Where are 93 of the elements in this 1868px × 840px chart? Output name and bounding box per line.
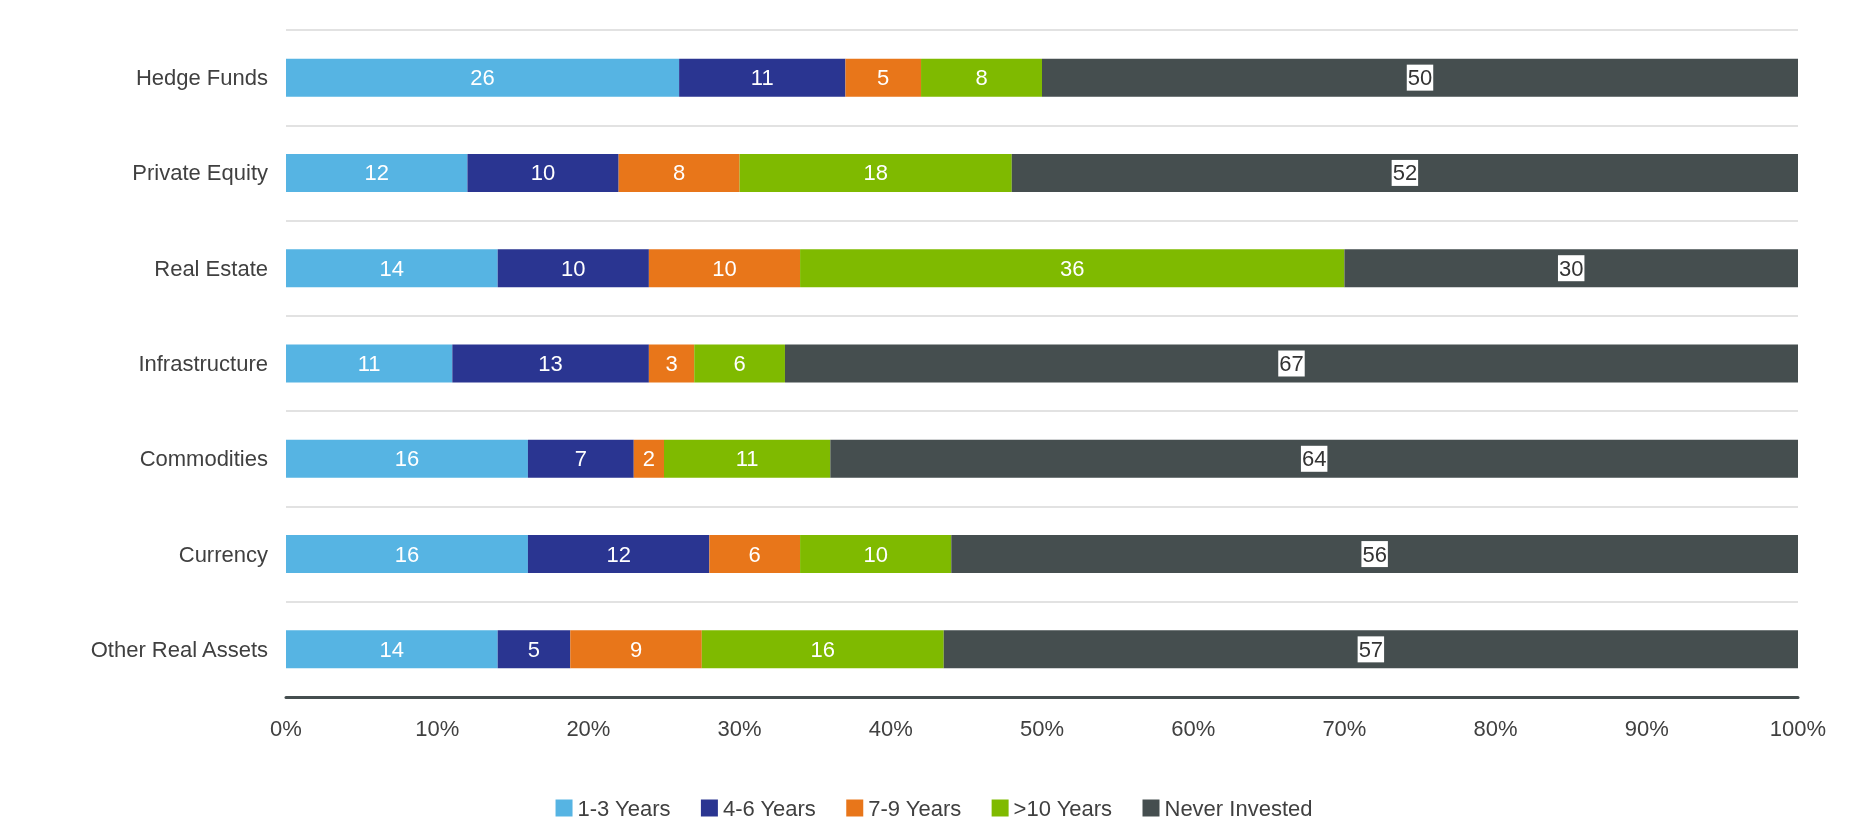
bar <box>694 344 785 383</box>
data-label: 12 <box>606 541 631 567</box>
x-tick-label: 80% <box>1473 715 1518 741</box>
bar <box>497 249 649 288</box>
bar <box>800 535 952 574</box>
data-label: 14 <box>379 255 405 281</box>
x-tick-label: 20% <box>566 715 611 741</box>
data-label: 10 <box>530 160 556 186</box>
data-label: 5 <box>877 65 890 91</box>
data-label: 6 <box>733 351 746 376</box>
legend-label: 1-3 Years <box>577 795 671 821</box>
y-tick-label: Real Estate <box>154 255 268 281</box>
legend-label: 7-9 Years <box>868 795 962 821</box>
data-label: 10 <box>712 255 737 281</box>
bar <box>943 630 1798 669</box>
bar <box>497 630 571 669</box>
bar <box>648 344 695 383</box>
bar <box>467 153 619 192</box>
bar <box>1011 153 1798 192</box>
x-tick-label: 30% <box>717 715 762 741</box>
data-label: 16 <box>394 541 420 567</box>
data-label: 67 <box>1279 351 1304 376</box>
bar <box>739 153 1012 192</box>
y-tick-label: Currency <box>178 541 268 567</box>
data-label: 16 <box>810 636 835 662</box>
data-label: 56 <box>1362 541 1387 567</box>
data-label: 52 <box>1392 160 1418 186</box>
bar <box>286 249 498 288</box>
bar <box>618 153 740 192</box>
x-tick-label: 50% <box>1019 715 1065 741</box>
bar <box>921 58 1042 97</box>
data-label: 10 <box>561 255 586 281</box>
data-label: 16 <box>394 446 420 472</box>
y-tick-label: Private Equity <box>132 160 268 186</box>
bar <box>1344 249 1798 288</box>
data-label: 50 <box>1407 65 1433 91</box>
data-label: 11 <box>357 351 381 376</box>
data-label: 8 <box>672 160 686 186</box>
data-label: 2 <box>642 446 656 472</box>
legend-label: Never Invested <box>1164 795 1313 821</box>
bar <box>286 153 468 192</box>
x-tick-label: 10% <box>415 715 460 741</box>
data-label: 5 <box>527 636 541 662</box>
x-tick-label: 60% <box>1171 715 1216 741</box>
y-tick-label: Other Real Assets <box>90 636 268 662</box>
bar <box>784 344 1798 383</box>
data-label: 11 <box>735 446 759 472</box>
x-tick-label: 100% <box>1769 715 1827 741</box>
data-label: 7 <box>574 446 587 472</box>
bar <box>286 439 528 478</box>
data-label: 12 <box>364 160 389 186</box>
bar <box>286 344 453 383</box>
data-label: 57 <box>1358 636 1384 662</box>
bar <box>664 439 831 478</box>
y-tick-label: Hedge Funds <box>135 65 268 91</box>
data-label: 11 <box>750 65 774 91</box>
bar <box>286 535 528 574</box>
data-label: 10 <box>863 541 888 567</box>
data-label: 9 <box>629 636 643 662</box>
bar <box>633 439 664 478</box>
bar <box>527 439 634 478</box>
bar <box>452 344 649 383</box>
x-tick-label: 0% <box>270 715 302 741</box>
data-label: 30 <box>1558 255 1584 281</box>
bar <box>800 249 1345 288</box>
data-label: 8 <box>975 65 988 91</box>
bar <box>951 535 1798 574</box>
bar <box>830 439 1798 478</box>
data-label: 14 <box>379 636 405 662</box>
data-label: 36 <box>1060 255 1085 281</box>
bar <box>648 249 801 288</box>
y-tick-label: Infrastructure <box>138 351 268 376</box>
bar <box>845 58 922 97</box>
data-label: 6 <box>748 541 761 567</box>
legend-label: >10 Years <box>1013 795 1113 821</box>
data-label: 26 <box>470 65 495 91</box>
y-tick-label: Commodities <box>139 446 268 472</box>
data-label: 13 <box>538 351 563 376</box>
bar <box>679 58 846 97</box>
bar <box>701 630 944 669</box>
x-tick-label: 90% <box>1624 715 1669 741</box>
data-label: 64 <box>1301 446 1327 472</box>
bar <box>286 58 680 97</box>
bar <box>570 630 702 669</box>
x-tick-label: 40% <box>868 715 913 741</box>
bar <box>1042 58 1798 97</box>
bar <box>527 535 710 574</box>
bar <box>286 630 498 669</box>
bar <box>709 535 801 574</box>
x-tick-label: 70% <box>1322 715 1367 741</box>
legend-label: 4-6 Years <box>722 795 816 821</box>
data-label: 18 <box>863 160 888 186</box>
data-label: 3 <box>665 351 678 376</box>
